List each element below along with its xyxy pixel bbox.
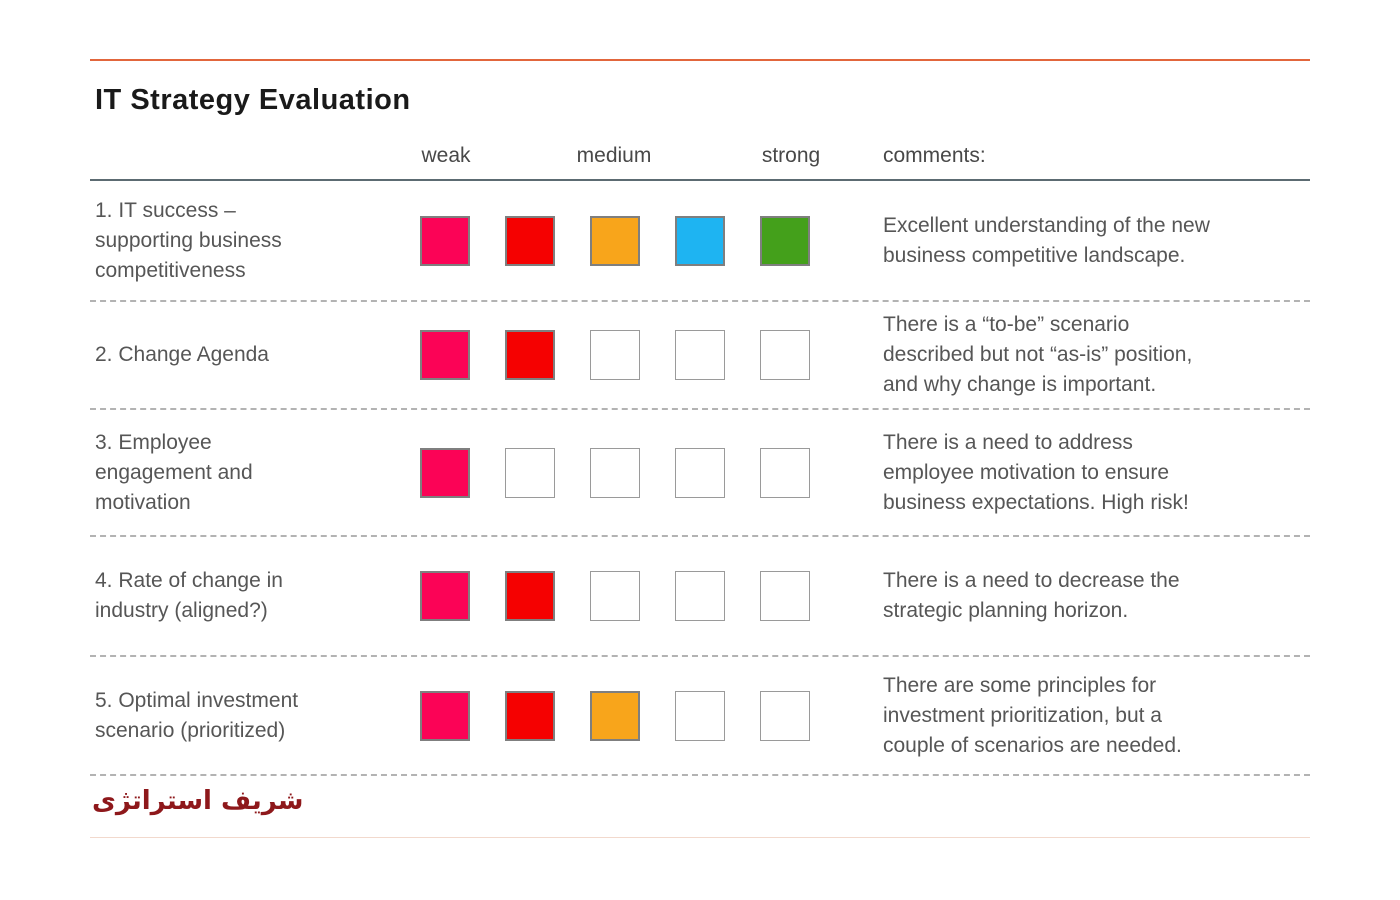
rating-box-1-filled (420, 690, 470, 741)
evaluation-row-4: 4. Rate of change in industry (aligned?)… (0, 536, 1400, 656)
comment-text: There is a “to-be” scenario described bu… (883, 313, 1193, 396)
evaluation-row-5: 5. Optimal investment scenario (prioriti… (0, 656, 1400, 775)
rating-box-5-empty (760, 447, 810, 498)
evaluation-row-2: 2. Change Agenda There is a “to-be” scen… (0, 301, 1400, 409)
rating-squares (420, 409, 812, 536)
rating-box-5-empty (760, 330, 810, 380)
rating-box-4-empty (675, 330, 725, 380)
row-separator (90, 300, 1310, 302)
rating-box-3-filled (590, 215, 640, 266)
criterion-label: 2. Change Agenda (95, 343, 269, 366)
comment-text: Excellent understanding of the new busin… (883, 213, 1210, 267)
criterion-label: 1. IT success – supporting business comp… (95, 198, 282, 282)
rating-box-4-empty (675, 447, 725, 498)
bottom-rule (90, 837, 1310, 838)
rating-box-1-filled (420, 330, 470, 380)
criterion-label: 3. Employee engagement and motivation (95, 430, 253, 514)
rating-box-3-empty (590, 447, 640, 498)
rating-squares (420, 536, 812, 656)
rating-box-2-filled (505, 571, 555, 621)
row-separator (90, 655, 1310, 657)
rating-box-3-filled (590, 690, 640, 741)
rating-box-3-empty (590, 571, 640, 621)
row-separator (90, 535, 1310, 537)
rating-squares (420, 301, 812, 409)
comment-text: There are some principles for investment… (883, 673, 1182, 757)
row-separator (90, 408, 1310, 410)
rating-box-4-filled (675, 215, 725, 266)
rating-box-2-filled (505, 690, 555, 741)
column-header-comments: comments: (883, 144, 986, 167)
rating-box-1-filled (420, 571, 470, 621)
rating-box-4-empty (675, 690, 725, 741)
column-header-medium: medium (576, 144, 652, 167)
rating-box-5-empty (760, 690, 810, 741)
rating-box-1-filled (420, 447, 470, 498)
comment-text: There is a need to decrease the strategi… (883, 569, 1180, 622)
rating-box-2-filled (505, 330, 555, 380)
rating-box-3-empty (590, 330, 640, 380)
evaluation-row-3: 3. Employee engagement and motivation Th… (0, 409, 1400, 536)
rating-box-2-empty (505, 447, 555, 498)
rating-box-2-filled (505, 215, 555, 266)
rating-box-1-filled (420, 215, 470, 266)
page-title: IT Strategy Evaluation (95, 84, 411, 116)
criterion-label: 5. Optimal investment scenario (prioriti… (95, 688, 299, 742)
evaluation-row-1: 1. IT success – supporting business comp… (0, 180, 1400, 301)
row-separator (90, 774, 1310, 776)
rating-squares (420, 656, 812, 775)
column-header-weak: weak (421, 144, 471, 167)
rating-box-5-filled (760, 215, 810, 266)
rating-box-4-empty (675, 571, 725, 621)
criterion-label: 4. Rate of change in industry (aligned?) (95, 569, 283, 622)
rating-box-5-empty (760, 571, 810, 621)
rating-squares (420, 180, 812, 301)
top-accent-rule (90, 59, 1310, 61)
footer-brand-logo: شریف استراتژی (92, 786, 304, 816)
column-header-strong: strong (761, 144, 821, 167)
header-underline-rule (90, 179, 1310, 181)
comment-text: There is a need to address employee moti… (883, 430, 1189, 514)
